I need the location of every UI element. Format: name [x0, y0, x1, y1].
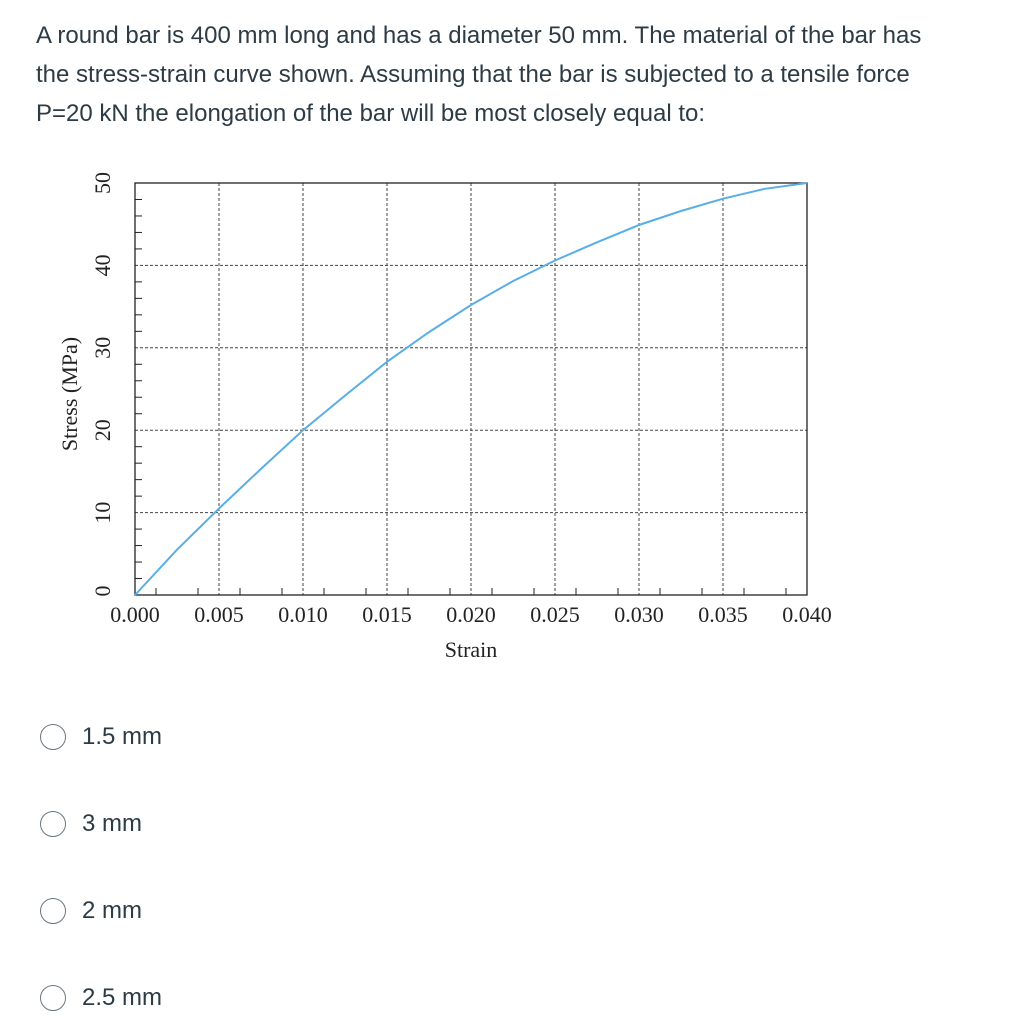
radio-button-icon[interactable] — [40, 985, 66, 1011]
radio-button-icon[interactable] — [40, 898, 66, 924]
x-tick-label: 0.030 — [614, 602, 664, 627]
x-tick-label: 0.015 — [362, 602, 412, 627]
x-tick-label: 0.025 — [530, 602, 580, 627]
option-label: 2.5 mm — [82, 984, 163, 1011]
y-tick-label: 30 — [90, 337, 115, 359]
answer-option-3[interactable]: 2 mm — [40, 894, 142, 928]
x-tick-label: 0.035 — [698, 602, 748, 627]
radio-button-icon[interactable] — [40, 724, 66, 750]
stress-strain-curve — [134, 182, 808, 596]
x-tick-label: 0.005 — [194, 602, 244, 627]
option-label: 2 mm — [82, 897, 142, 924]
x-tick-label: 0.010 — [278, 602, 328, 627]
question-line: the stress-strain curve shown. Assuming … — [36, 61, 910, 88]
option-label: 1.5 mm — [82, 723, 163, 750]
answer-option-1[interactable]: 1.5 mm — [40, 720, 162, 754]
y-tick-label: 0 — [90, 586, 115, 597]
x-tick-label: 0.000 — [110, 602, 160, 627]
option-label: 3 mm — [82, 810, 142, 837]
x-axis-label: Strain — [445, 637, 498, 662]
question-text: A round bar is 400 mm long and has a dia… — [36, 16, 1020, 133]
question-line: A round bar is 400 mm long and has a dia… — [36, 22, 922, 49]
x-tick-label: 0.020 — [446, 602, 496, 627]
answer-option-4[interactable]: 2.5 mm — [40, 981, 162, 1015]
x-tick-label: 0.040 — [782, 602, 832, 627]
plot-frame — [134, 182, 808, 596]
answer-option-2[interactable]: 3 mm — [40, 807, 142, 841]
radio-button-icon[interactable] — [40, 811, 66, 837]
y-axis-label: Stress (MPa) — [57, 337, 82, 451]
y-tick-label: 40 — [90, 254, 115, 276]
y-tick-label: 20 — [90, 419, 115, 441]
y-tick-label: 50 — [90, 172, 115, 194]
y-tick-label: 10 — [90, 502, 115, 524]
stress-strain-chart: 0.000 0.005 0.010 0.015 0.020 0.025 0.030 0.035… — [57, 172, 832, 662]
question-line: P=20 kN the elongation of the bar will b… — [36, 100, 706, 127]
